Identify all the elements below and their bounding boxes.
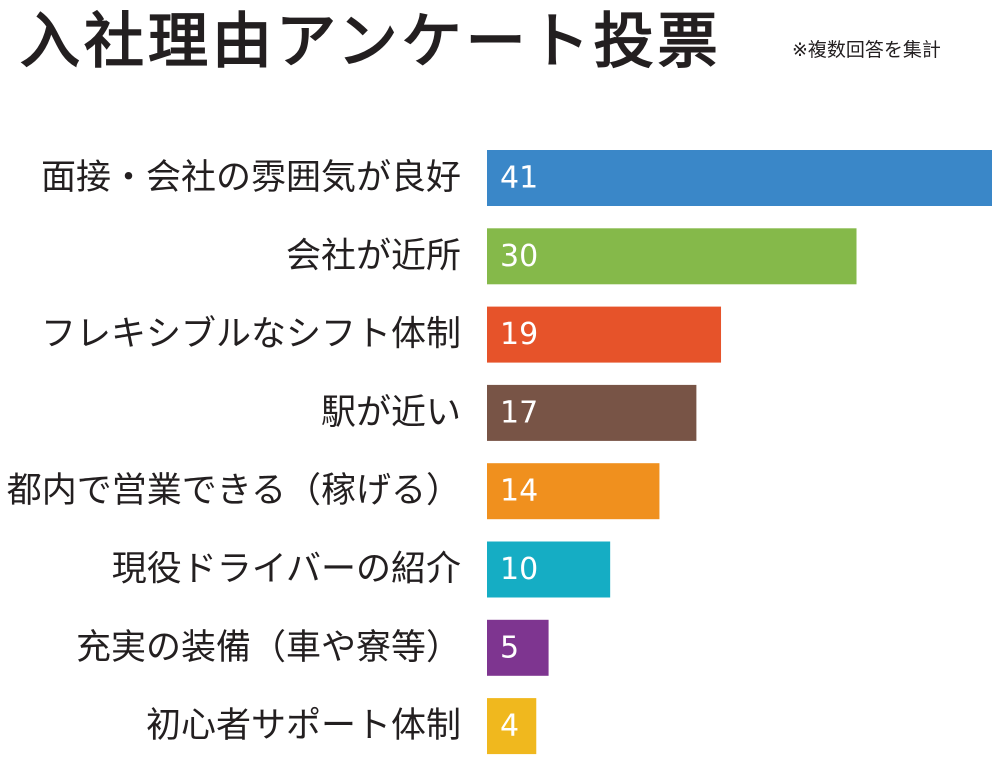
value-label-6: 10 bbox=[500, 552, 538, 587]
category-label-7: 充実の装備（車や寮等） bbox=[76, 628, 461, 668]
bar-5 bbox=[487, 463, 660, 520]
value-label-4: 17 bbox=[500, 395, 538, 430]
bar-4 bbox=[487, 384, 697, 441]
bars-group: 面接・会社の雰囲気が良好 41 会社が近所 30 フレキシブルなシフト体制 19 駅が近い 1… bbox=[7, 150, 992, 755]
category-label-3: フレキシブルなシフト体制 bbox=[41, 315, 461, 355]
value-label-1: 41 bbox=[500, 161, 538, 196]
value-label-8: 4 bbox=[500, 709, 519, 744]
chart-title: 入社理由アンケート投票 bbox=[20, 7, 722, 77]
value-label-5: 14 bbox=[500, 474, 538, 509]
bar-7 bbox=[487, 619, 549, 676]
bar-2 bbox=[487, 228, 857, 285]
chart-note: ※複数回答を集計 bbox=[792, 39, 941, 61]
category-label-2: 会社が近所 bbox=[286, 236, 461, 276]
category-label-6: 現役ドライバーの紹介 bbox=[112, 550, 461, 590]
bar-1 bbox=[487, 150, 992, 206]
category-label-5: 都内で営業できる（稼げる） bbox=[7, 471, 461, 511]
value-label-2: 30 bbox=[500, 239, 538, 274]
category-label-4: 駅が近い bbox=[321, 393, 461, 433]
value-label-7: 5 bbox=[500, 630, 519, 665]
bar-6 bbox=[487, 541, 611, 598]
value-label-3: 19 bbox=[500, 317, 538, 352]
bar-8 bbox=[487, 698, 537, 755]
bar-3 bbox=[487, 306, 722, 363]
category-label-8: 初心者サポート体制 bbox=[146, 706, 461, 746]
category-label-1: 面接・会社の雰囲気が良好 bbox=[41, 158, 461, 198]
